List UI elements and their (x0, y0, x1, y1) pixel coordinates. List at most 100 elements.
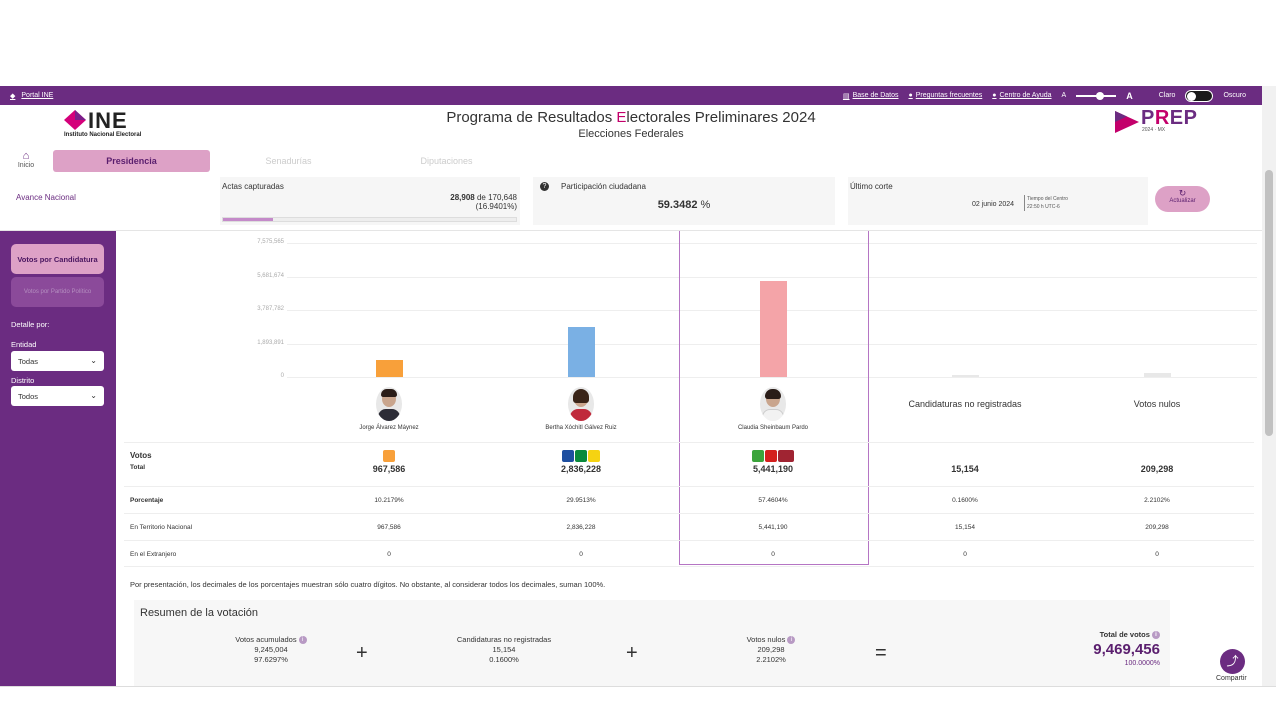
page-subtitle: Elecciones Federales (578, 128, 684, 140)
candidate-1: Jorge Álvarez Máynez (294, 387, 484, 431)
theme-light-label: Claro (1158, 92, 1176, 99)
share-button[interactable]: ⤴ (1220, 649, 1245, 674)
total-cell: 2,836,228 (486, 450, 676, 474)
actas-box: Actas capturadas 28,908 de 170,648 (16.94… (220, 177, 520, 225)
y-tick-label: 7,575,565 (257, 239, 284, 245)
actas-progress-fill (223, 218, 273, 221)
corte-box: Último corte 02 junio 2024 Tiempo del Ce… (848, 177, 1148, 225)
home-icon: ⌂ (22, 150, 30, 162)
candidate-5-label: Votos nulos (1133, 399, 1181, 409)
party-logos (294, 450, 484, 462)
vote-chart: 0 1,893,891 3,787,782 5,681,674 7,575,565 (116, 231, 1262, 381)
pan-logo-icon (562, 450, 574, 462)
theme-dark-label: Oscuro (1223, 92, 1246, 99)
chart-gridline (287, 243, 1257, 244)
total-votos: Total de votos i 9,469,456 100.0000% (1093, 630, 1160, 668)
nav-bar: ⌂ Inicio Presidencia Senadurías Diputaci… (0, 147, 1262, 175)
sidebar: Votos por Candidatura Votos por Partido … (0, 231, 116, 686)
participacion-box: ? Participación ciudadana 59.3482 % (533, 177, 835, 225)
participacion-value: 59.3482 % (657, 199, 711, 211)
avance-nacional: Avance Nacional (16, 193, 76, 202)
candidate-photo (376, 387, 402, 421)
refresh-icon: ↻ (1178, 188, 1187, 198)
total-cell: 967,586 (294, 450, 484, 474)
font-small-label: A (1061, 92, 1067, 99)
chart-gridline (287, 377, 1257, 378)
table-row: En el Extranjero 0 0 0 0 0 (124, 540, 1254, 567)
corte-timezone: Tiempo del Centro 22:50 h UTC-6 (1024, 195, 1068, 211)
inicio-button[interactable]: ⌂ Inicio (14, 150, 38, 169)
morena-logo-icon (778, 450, 794, 462)
scrollbar-thumb[interactable] (1265, 170, 1273, 436)
tab-diputaciones[interactable]: Diputaciones (420, 156, 473, 166)
ine-mark-icon (64, 110, 86, 130)
chart-bar[interactable] (567, 326, 595, 377)
candidate-2: Bertha Xóchitl Gálvez Ruiz (486, 387, 676, 431)
nulos-col: Votos nulos i 209,298 2.2102% (696, 635, 846, 665)
actas-progress (222, 217, 517, 222)
prep-logo[interactable]: PREP 2024 · MX (1115, 107, 1205, 137)
chart-bar[interactable] (759, 280, 787, 377)
entidad-select[interactable]: Todas ⌄ (11, 351, 104, 371)
chart-bar[interactable] (951, 375, 979, 377)
help-icon: ● (908, 92, 913, 99)
y-tick-label: 0 (280, 373, 284, 379)
distrito-label: Distrito (11, 376, 35, 385)
portal-ine-link[interactable]: ◆ Portal INE (10, 92, 54, 100)
share-icon: ⤴ (1226, 654, 1239, 668)
chart-bar[interactable] (375, 359, 403, 377)
distrito-select[interactable]: Todos ⌄ (11, 386, 104, 406)
pvem-logo-icon (752, 450, 764, 462)
info-icon[interactable]: i (1152, 631, 1160, 640)
chevron-down-icon: ⌄ (90, 391, 97, 400)
chart-gridline (287, 276, 1257, 278)
party-logos (486, 450, 676, 462)
tab-senadurias[interactable]: Senadurías (265, 156, 312, 166)
table-row-total: Votos Total 967,586 2,836,228 5,441,190 … (124, 442, 1254, 486)
actas-value: 28,908 de 170,648 (16.9401%) (450, 193, 517, 211)
total-cell: 5,441,190 (678, 450, 868, 474)
preguntas-link[interactable]: ● Preguntas frecuentes (908, 92, 983, 99)
info-icon[interactable]: i (787, 636, 796, 645)
scrollbar[interactable] (1262, 86, 1276, 686)
detalle-label: Detalle por: (11, 320, 50, 329)
candidate-photo (568, 387, 594, 421)
table-row: Porcentaje 10.2179% 29.9513% 57.4604% 0.… (124, 486, 1254, 513)
header: INE Instituto Nacional Electoral Program… (0, 105, 1262, 147)
prd-logo-icon (588, 450, 600, 462)
tab-presidencia[interactable]: Presidencia (53, 150, 210, 172)
party-logos (678, 450, 868, 462)
browser-bottom-area (0, 686, 1276, 718)
y-tick-label: 5,681,674 (257, 272, 284, 279)
question-icon[interactable]: ? (540, 182, 549, 191)
candidate-4-label: Candidaturas no registradas (908, 399, 1022, 409)
y-tick-label: 3,787,782 (257, 306, 284, 312)
noreg-col: Candidaturas no registradas 15,154 0.160… (456, 635, 552, 664)
base-datos-link[interactable]: ▤ Base de Datos (842, 92, 899, 100)
votos-candidatura-button[interactable]: Votos por Candidatura (11, 244, 104, 274)
font-size-slider[interactable] (1076, 91, 1117, 100)
chart-bar[interactable] (1143, 373, 1171, 377)
share-label: Compartir (1216, 675, 1247, 682)
browser-top-area (0, 0, 1276, 86)
info-icon: ● (992, 92, 997, 99)
prep-mark-icon (1115, 111, 1139, 133)
page-title: Programa de Resultados Electorales Preli… (446, 109, 816, 126)
ine-logo[interactable]: INE Instituto Nacional Electoral (64, 108, 142, 138)
candidate-photo (760, 387, 786, 421)
decimals-note: Por presentación, los decimales de los p… (130, 580, 606, 589)
pt-logo-icon (765, 450, 777, 462)
table-row: En Territorio Nacional 967,586 2,836,228… (124, 513, 1254, 540)
acumulados-col: Votos acumulados i 9,245,004 97.6297% (196, 635, 346, 665)
mc-logo-icon (383, 450, 395, 462)
y-tick-label: 1,893,891 (257, 339, 284, 346)
info-icon[interactable]: i (298, 636, 307, 645)
top-bar: ◆ Portal INE ▤ Base de Datos ● Preguntas f… (0, 86, 1262, 105)
votos-partido-button[interactable]: Votos por Partido Político (11, 277, 104, 307)
actualizar-button[interactable]: ↻ Actualizar (1155, 186, 1210, 212)
centro-ayuda-link[interactable]: ● Centro de Ayuda (992, 92, 1052, 99)
theme-toggle[interactable] (1185, 89, 1214, 102)
database-icon: ▤ (842, 92, 850, 100)
entidad-label: Entidad (11, 340, 37, 349)
diamond-icon: ◆ (10, 92, 16, 100)
